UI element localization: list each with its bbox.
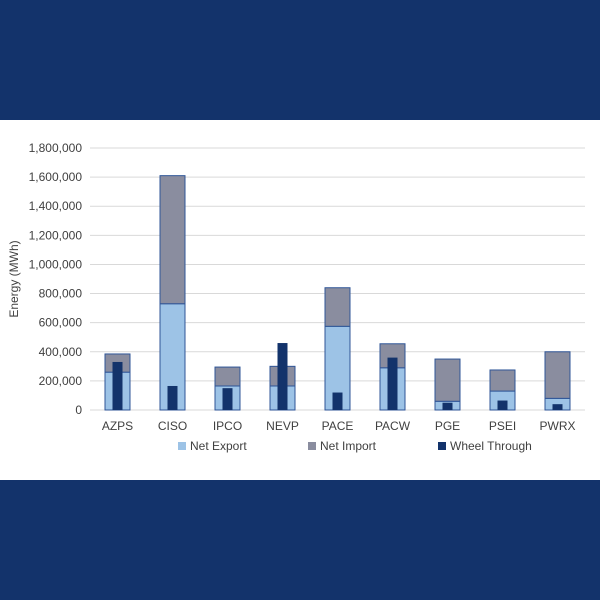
x-tick-label: PWRX: [540, 419, 576, 433]
x-tick-label: IPCO: [213, 419, 242, 433]
y-axis-ticks: 0 200,000 400,000 600,000 800,000 1,000,000 1,…: [29, 141, 83, 417]
bar-net-import: [434, 358, 461, 402]
bar-wheel-through: [442, 402, 453, 410]
y-tick-label: 1,200,000: [29, 228, 83, 242]
energy-bar-chart: 0 200,000 400,000 600,000 800,000 1,000,000 1,…: [7, 141, 585, 453]
y-tick-label: 1,800,000: [29, 141, 83, 155]
x-tick-label: PSEI: [489, 419, 516, 433]
x-tick-label: PGE: [435, 419, 460, 433]
bar-wheel-through: [332, 392, 343, 410]
legend-label: Wheel Through: [450, 439, 532, 453]
x-tick-label: NEVP: [266, 419, 299, 433]
x-tick-label: PACW: [375, 419, 411, 433]
bar-wheel-through: [277, 343, 288, 410]
y-tick-label: 200,000: [39, 374, 83, 388]
bar-wheel-through: [222, 388, 233, 410]
legend-swatch: [438, 442, 446, 450]
legend-label: Net Export: [190, 439, 247, 453]
bar-net-import: [544, 351, 571, 399]
bar-wheel-through: [552, 404, 563, 410]
x-axis-ticks: AZPS CISO IPCO NEVP PACE PACW PGE PSEI PWRX: [102, 419, 576, 433]
bars: [104, 175, 571, 411]
legend-label: Net Import: [320, 439, 377, 453]
bar-net-import: [324, 287, 351, 327]
y-tick-label: 0: [75, 403, 82, 417]
x-tick-label: AZPS: [102, 419, 133, 433]
y-tick-label: 600,000: [39, 316, 83, 330]
bar-wheel-through: [387, 357, 398, 410]
bar-net-import: [489, 369, 516, 392]
legend: Net Export Net Import Wheel Through: [178, 439, 532, 453]
chart-panel: 0 200,000 400,000 600,000 800,000 1,000,000 1,…: [0, 120, 600, 480]
bar-wheel-through: [112, 361, 123, 410]
bar-wheel-through: [167, 385, 178, 410]
legend-swatch: [178, 442, 186, 450]
y-tick-label: 1,400,000: [29, 199, 83, 213]
y-axis-label: Energy (MWh): [7, 240, 21, 317]
x-tick-label: CISO: [158, 419, 187, 433]
y-tick-label: 800,000: [39, 287, 83, 301]
y-tick-label: 1,000,000: [29, 257, 83, 271]
y-tick-label: 1,600,000: [29, 170, 83, 184]
bar-net-import: [214, 366, 241, 387]
bar-net-import: [159, 175, 186, 305]
y-tick-label: 400,000: [39, 345, 83, 359]
x-tick-label: PACE: [322, 419, 354, 433]
legend-swatch: [308, 442, 316, 450]
bar-wheel-through: [497, 400, 508, 410]
